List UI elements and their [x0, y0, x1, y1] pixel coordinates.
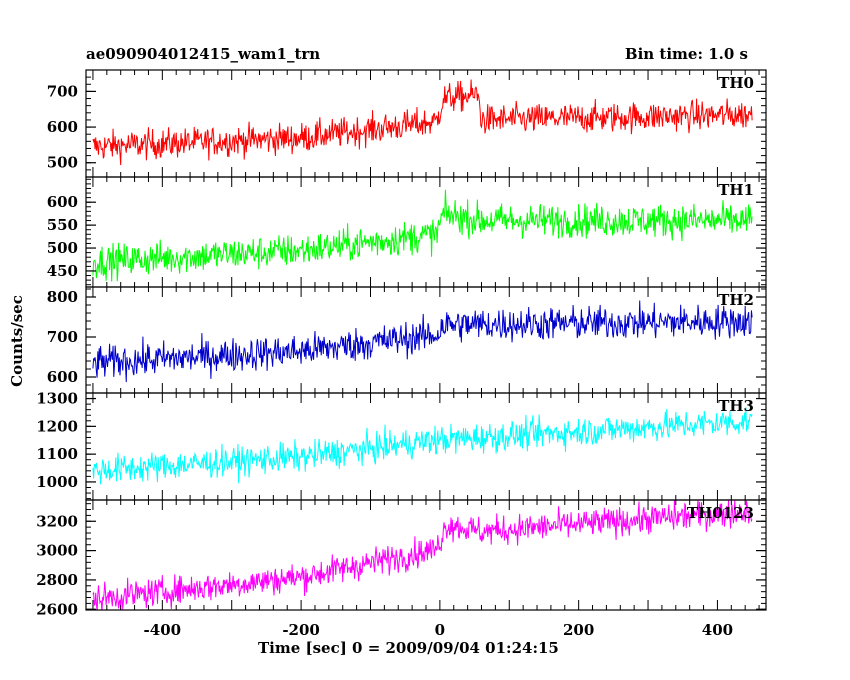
x-axis-label: Time [sec] 0 = 2009/09/04 01:24:15 [258, 639, 559, 657]
panel-label-th0123: TH0123 [687, 504, 754, 522]
y-tick-label: 2800 [36, 571, 78, 589]
series-th0123 [92, 500, 753, 610]
panel-label-th3: TH3 [718, 397, 754, 415]
panel-label-th0: TH0 [718, 74, 754, 92]
file-title: ae090904012415_wam1_trn [86, 45, 321, 63]
y-tick-label: 3200 [36, 512, 78, 530]
y-tick-label: 1300 [36, 390, 78, 408]
x-tick-label: 200 [563, 621, 594, 639]
x-tick-label: -400 [144, 621, 182, 639]
y-tick-label: 1100 [36, 445, 78, 463]
y-tick-label: 600 [47, 193, 78, 211]
series-th2 [92, 300, 753, 383]
y-tick-label: 700 [47, 82, 78, 100]
y-tick-label: 450 [47, 262, 78, 280]
x-tick-label: 0 [435, 621, 445, 639]
bin-time-label: Bin time: 1.0 s [624, 45, 748, 63]
y-axis-label: Counts/sec [8, 295, 26, 387]
x-tick-label: -200 [282, 621, 320, 639]
y-tick-label: 500 [47, 239, 78, 257]
y-tick-label: 600 [47, 118, 78, 136]
y-tick-label: 600 [47, 368, 78, 386]
y-tick-label: 550 [47, 216, 78, 234]
series-th1 [92, 189, 753, 282]
panel-frame-th2 [85, 286, 767, 394]
panel-label-th1: TH1 [718, 181, 754, 199]
series-th3 [92, 407, 753, 485]
panel-label-th2: TH2 [718, 291, 754, 309]
y-tick-label: 3000 [36, 542, 78, 560]
series-th0 [92, 79, 753, 166]
y-tick-label: 1200 [36, 417, 78, 435]
y-tick-label: 1000 [36, 473, 78, 491]
x-tick-label: 400 [702, 621, 733, 639]
y-tick-label: 2600 [36, 600, 78, 618]
y-tick-label: 800 [47, 288, 78, 306]
y-tick-label: 500 [47, 154, 78, 172]
y-tick-label: 700 [47, 328, 78, 346]
